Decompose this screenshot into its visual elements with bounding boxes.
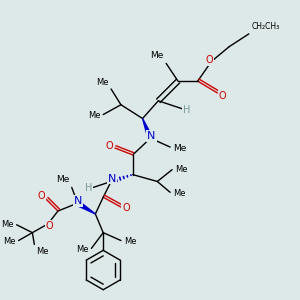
Text: Me: Me: [56, 176, 70, 184]
Text: Me: Me: [173, 143, 186, 152]
Text: Me: Me: [173, 189, 186, 198]
Text: H: H: [183, 105, 190, 115]
Text: N: N: [108, 173, 116, 184]
Text: Me: Me: [124, 237, 136, 246]
Text: O: O: [206, 56, 213, 65]
Polygon shape: [142, 118, 153, 139]
Text: O: O: [105, 141, 113, 151]
Text: Me: Me: [96, 78, 108, 87]
Text: N: N: [74, 196, 82, 206]
Text: Me: Me: [76, 245, 88, 254]
Text: O: O: [45, 221, 53, 231]
Text: H: H: [85, 183, 92, 194]
Text: O: O: [122, 203, 130, 213]
Text: O: O: [218, 91, 226, 101]
Polygon shape: [76, 201, 95, 214]
Text: Me: Me: [1, 220, 14, 229]
Text: N: N: [147, 131, 156, 141]
Text: CH₂CH₃: CH₂CH₃: [252, 22, 280, 31]
Text: Me: Me: [88, 111, 100, 120]
Text: Me: Me: [36, 248, 49, 256]
Text: Me: Me: [150, 52, 163, 61]
Text: O: O: [38, 191, 45, 201]
Text: Me: Me: [3, 237, 16, 246]
Text: Me: Me: [175, 165, 188, 174]
